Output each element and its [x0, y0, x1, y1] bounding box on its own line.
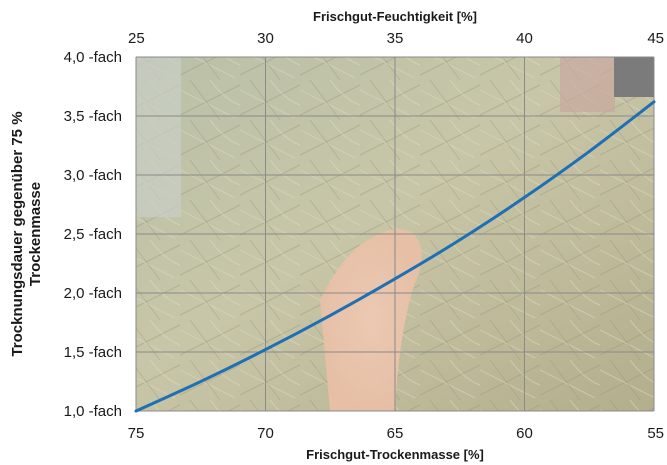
y-axis-title-line-1: Trocknungsdauer gegenüber 75 % — [9, 111, 26, 356]
top-axis-ticks: 25 30 35 40 45 — [128, 30, 664, 47]
top-tick-label: 45 — [647, 30, 664, 47]
y-axis-ticks: 1,0 -fach 1,5 -fach 2,0 -fach 2,5 -fach 3,0 … — [64, 49, 122, 420]
y-axis-title: Trocknungsdauer gegenüber 75 % Trockenma… — [9, 111, 44, 356]
bottom-axis-ticks: 75 70 65 60 55 — [128, 425, 664, 442]
top-tick-label: 40 — [516, 30, 533, 47]
y-tick-label: 1,0 -fach — [64, 403, 122, 420]
bottom-axis-title: Frischgut-Trockenmasse [%] — [306, 447, 484, 462]
y-axis-title-line-2: Trockenmasse — [27, 182, 44, 286]
y-tick-label: 1,5 -fach — [64, 344, 122, 361]
y-tick-label: 3,0 -fach — [64, 167, 122, 184]
bottom-tick-label: 70 — [257, 425, 274, 442]
grid-lines — [135, 56, 655, 412]
bottom-tick-label: 75 — [128, 425, 145, 442]
bottom-tick-label: 65 — [387, 425, 404, 442]
drying-time-curve — [134, 100, 656, 413]
y-tick-label: 2,0 -fach — [64, 285, 122, 302]
y-tick-label: 4,0 -fach — [64, 49, 122, 66]
top-axis-title: Frischgut-Feuchtigkeit [%] — [313, 9, 477, 24]
bottom-tick-label: 55 — [647, 425, 664, 442]
bottom-tick-label: 60 — [516, 425, 533, 442]
y-tick-label: 3,5 -fach — [64, 108, 122, 125]
top-tick-label: 35 — [387, 30, 404, 47]
top-tick-label: 25 — [128, 30, 145, 47]
y-tick-label: 2,5 -fach — [64, 226, 122, 243]
top-tick-label: 30 — [257, 30, 274, 47]
